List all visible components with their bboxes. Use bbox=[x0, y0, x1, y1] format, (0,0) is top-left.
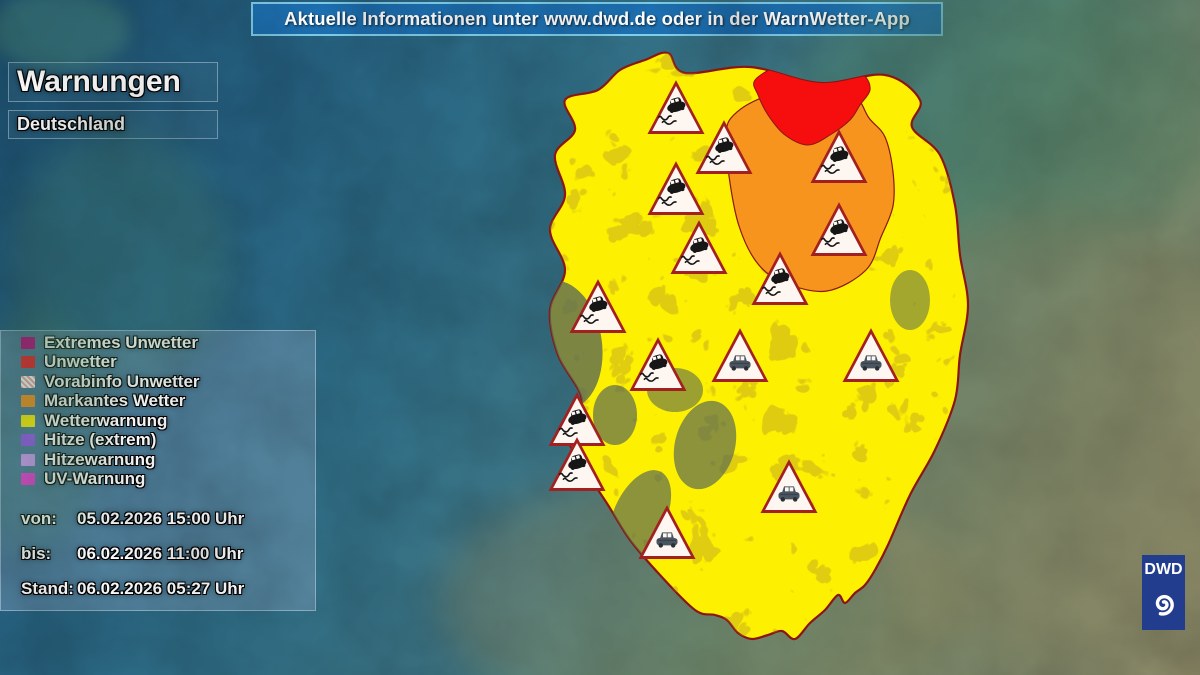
svg-text:DWD: DWD bbox=[1144, 561, 1182, 578]
